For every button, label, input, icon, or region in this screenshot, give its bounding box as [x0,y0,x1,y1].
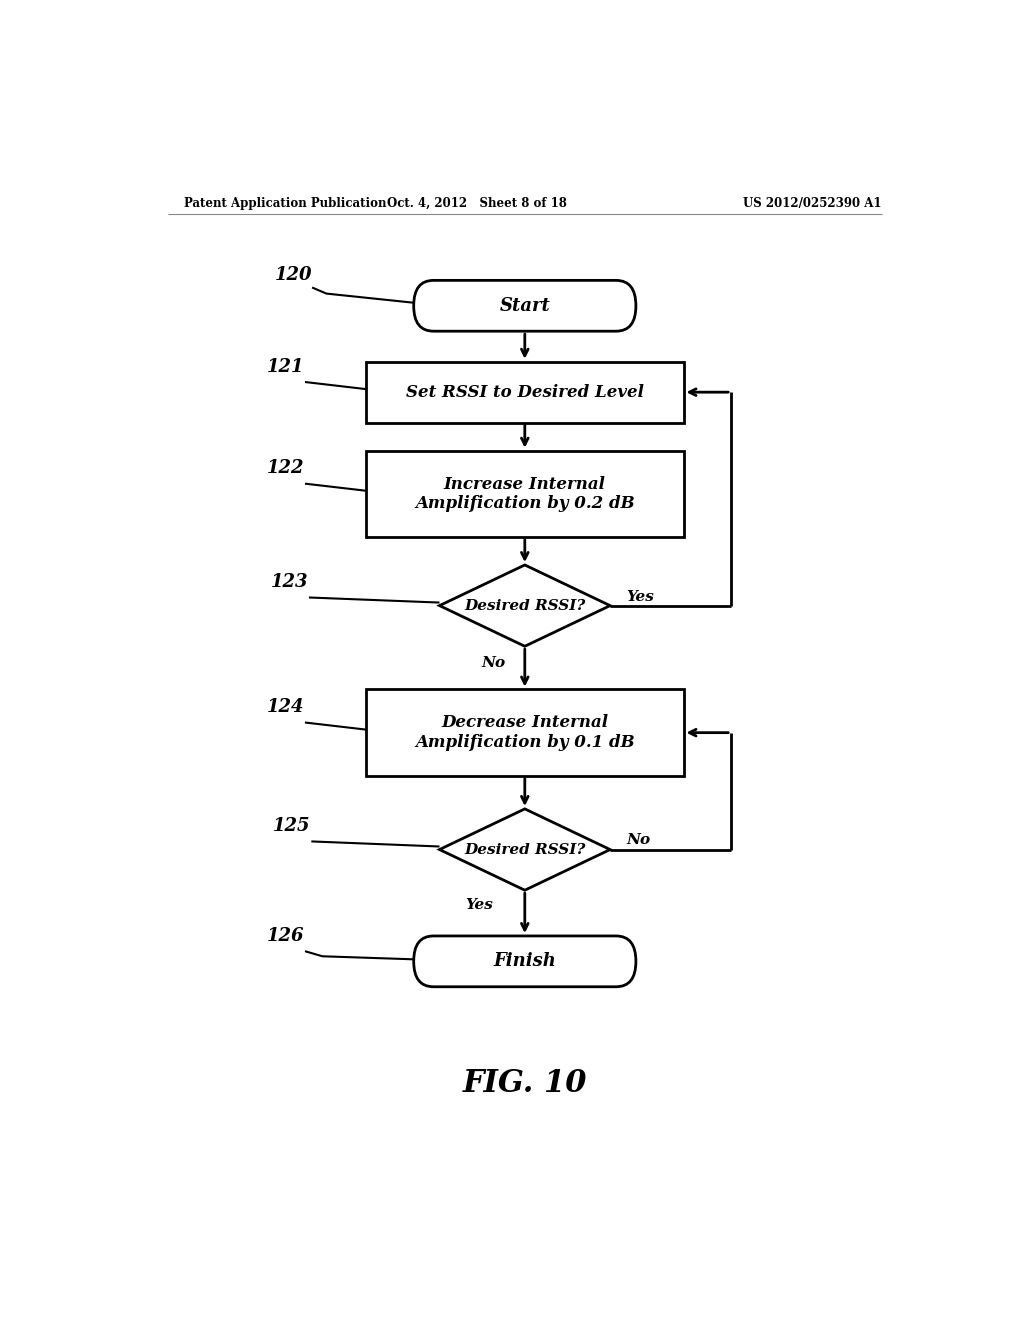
Text: FIG. 10: FIG. 10 [463,1068,587,1098]
Text: US 2012/0252390 A1: US 2012/0252390 A1 [743,197,882,210]
Text: Decrease Internal
Amplification by 0.1 dB: Decrease Internal Amplification by 0.1 d… [415,714,635,751]
FancyBboxPatch shape [414,936,636,987]
Text: No: No [481,656,505,669]
Text: No: No [626,833,650,847]
Text: Yes: Yes [626,590,654,603]
Text: Start: Start [500,297,550,314]
Text: 124: 124 [267,698,304,717]
Text: 125: 125 [273,817,310,836]
Text: 123: 123 [270,573,308,591]
Text: Finish: Finish [494,952,556,970]
Text: Patent Application Publication: Patent Application Publication [183,197,386,210]
Text: 122: 122 [267,459,304,478]
Text: Oct. 4, 2012   Sheet 8 of 18: Oct. 4, 2012 Sheet 8 of 18 [387,197,567,210]
FancyBboxPatch shape [414,280,636,331]
Text: Set RSSI to Desired Level: Set RSSI to Desired Level [406,384,644,401]
Bar [367,450,684,537]
Text: Increase Internal
Amplification by 0.2 dB: Increase Internal Amplification by 0.2 d… [415,475,635,512]
Bar [367,689,684,776]
Text: 121: 121 [267,358,304,376]
Text: Desired RSSI?: Desired RSSI? [464,598,586,612]
Polygon shape [439,565,610,647]
Polygon shape [439,809,610,890]
Text: 126: 126 [267,927,304,945]
Bar [367,362,684,422]
Text: Yes: Yes [465,898,494,912]
Text: 120: 120 [274,267,312,284]
Text: Desired RSSI?: Desired RSSI? [464,842,586,857]
